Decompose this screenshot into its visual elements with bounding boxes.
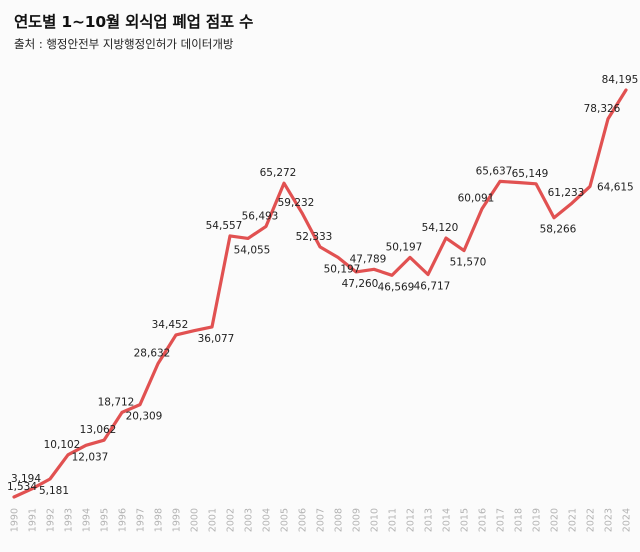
x-axis-tick-label: 2014 (442, 508, 453, 532)
data-point-label: 20,309 (126, 411, 163, 423)
data-point-label: 58,266 (540, 224, 577, 236)
x-axis-tick-label: 2013 (424, 508, 435, 532)
x-axis-tick-label: 2011 (388, 508, 399, 532)
x-axis-tick-label: 1998 (154, 508, 165, 532)
data-point-label: 65,149 (512, 168, 549, 180)
data-point-label: 65,637 (476, 165, 513, 177)
data-point-label: 84,195 (602, 74, 639, 86)
x-axis-tick-label: 1995 (100, 508, 111, 532)
data-point-label: 47,789 (350, 253, 387, 265)
data-point-label: 51,570 (450, 257, 487, 269)
x-axis-tick-label: 1997 (136, 508, 147, 532)
data-point-label: 28,632 (134, 348, 171, 360)
data-point-label: 50,197 (324, 263, 361, 275)
data-point-label: 59,232 (278, 197, 315, 209)
data-point-label: 54,120 (422, 222, 459, 234)
x-axis-tick-label: 2005 (280, 508, 291, 532)
data-point-label: 60,091 (458, 193, 495, 205)
x-axis-tick-label: 1990 (10, 508, 21, 532)
data-point-label: 52,333 (296, 231, 333, 243)
data-point-label: 13,062 (80, 424, 117, 436)
x-axis-tick-label: 2010 (370, 508, 381, 532)
x-axis-tick-label: 2017 (496, 508, 507, 532)
series-line (12, 88, 628, 499)
data-point-label: 3,194 (11, 473, 41, 485)
x-axis-tick-label: 1992 (46, 508, 57, 532)
data-point-label: 46,717 (414, 281, 451, 293)
x-axis-tick-label: 2008 (334, 508, 345, 532)
x-axis-tick-label: 1996 (118, 508, 129, 532)
x-axis-tick-label: 2024 (622, 508, 633, 532)
x-axis-tick-label: 1993 (64, 508, 75, 532)
x-axis-tick-label: 2001 (208, 508, 219, 532)
x-axis-tick-label: 1994 (82, 508, 93, 532)
x-axis-tick-label: 2002 (226, 508, 237, 532)
data-point-label: 34,452 (152, 319, 189, 331)
chart-source-subtitle: 출처 : 행정안전부 지방행정인허가 데이터개방 (14, 37, 234, 51)
data-point-label: 61,233 (548, 187, 585, 199)
x-axis-tick-label: 2003 (244, 508, 255, 532)
data-point-label: 56,493 (242, 210, 279, 222)
data-point-label: 46,569 (378, 281, 415, 293)
x-axis-tick-label: 2000 (190, 508, 201, 532)
data-point-label: 64,615 (597, 181, 634, 193)
data-point-label: 65,272 (260, 167, 297, 179)
data-point-label: 47,260 (342, 278, 379, 290)
x-axis-tick-label: 2018 (514, 508, 525, 532)
x-axis-tick-label: 2019 (532, 508, 543, 532)
data-point-label: 5,181 (39, 485, 69, 497)
x-axis-tick-label: 2023 (604, 508, 615, 532)
x-axis-tick-label: 1991 (28, 508, 39, 532)
x-axis-tick-label: 2009 (352, 508, 363, 532)
data-point-label: 54,055 (234, 244, 271, 256)
x-axis-tick-label: 2022 (586, 508, 597, 532)
x-axis-tick-label: 2020 (550, 508, 561, 532)
data-point-label: 10,102 (44, 439, 81, 451)
x-axis-tick-label: 2016 (478, 508, 489, 532)
data-point-label: 1,534 (7, 481, 37, 493)
data-point-label: 78,326 (584, 103, 621, 115)
data-point-label: 54,557 (206, 220, 243, 232)
x-axis-tick-label: 2015 (460, 508, 471, 532)
x-axis-tick-label: 2006 (298, 508, 309, 532)
chart-title: 연도별 1~10월 외식업 폐업 점포 수 (14, 13, 254, 31)
x-axis-tick-label: 2012 (406, 508, 417, 532)
data-point-label: 12,037 (72, 451, 109, 463)
data-point-label: 18,712 (98, 396, 135, 408)
data-point-label: 36,077 (198, 333, 235, 345)
x-axis-tick-label: 2021 (568, 508, 579, 532)
x-axis-tick-label: 2007 (316, 508, 327, 532)
x-axis-tick-label: 2004 (262, 508, 273, 532)
data-point-label: 50,197 (386, 241, 423, 253)
x-axis-tick-label: 1999 (172, 508, 183, 532)
